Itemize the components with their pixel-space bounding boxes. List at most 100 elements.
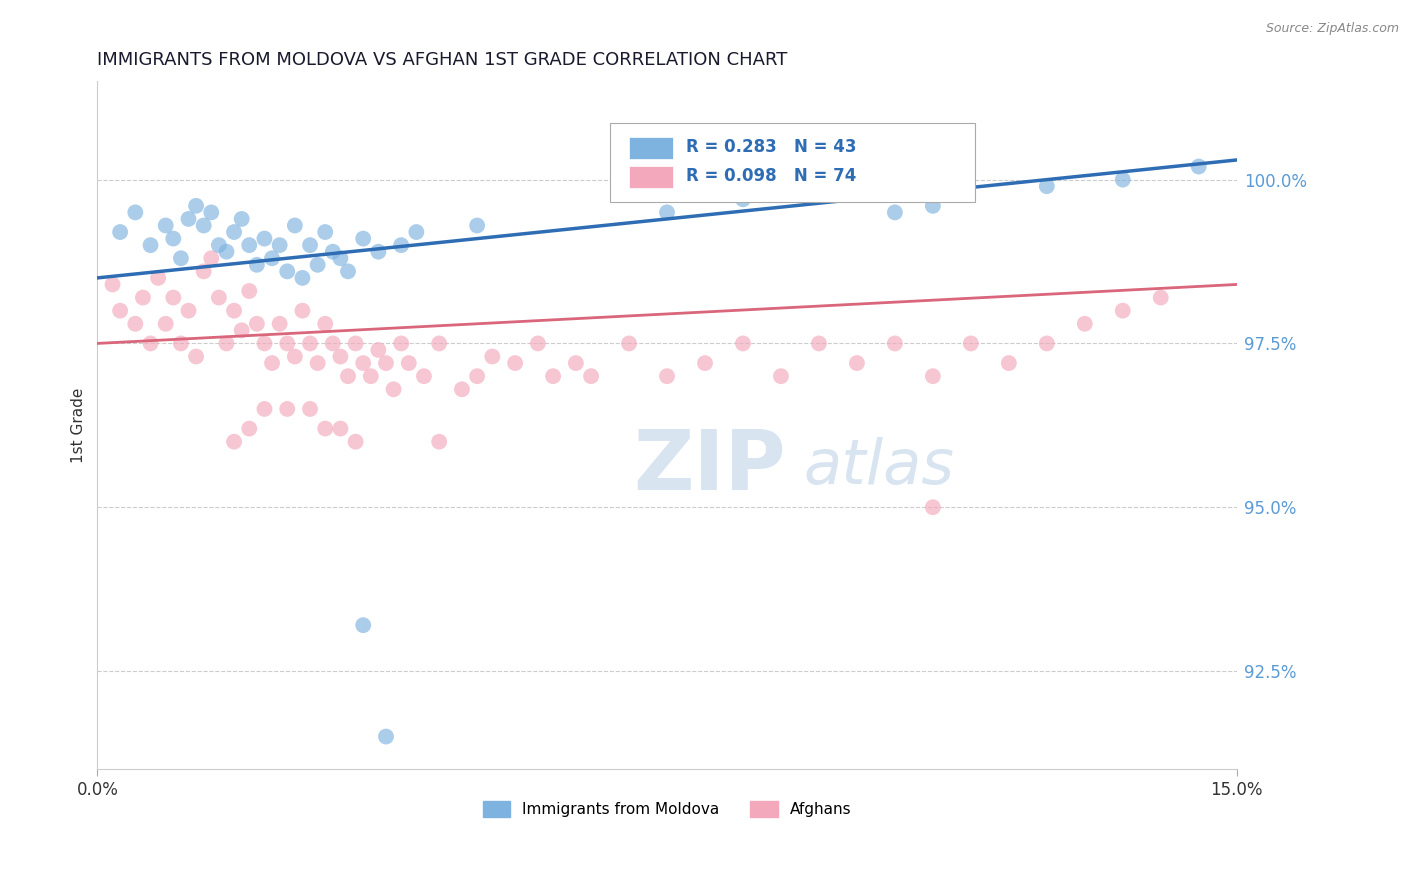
Point <box>367 343 389 357</box>
Point <box>375 356 398 370</box>
Point <box>731 336 754 351</box>
Point <box>427 434 450 449</box>
Point <box>337 369 360 384</box>
Point <box>1036 179 1059 194</box>
Legend: Immigrants from Moldova, Afghans: Immigrants from Moldova, Afghans <box>477 796 858 823</box>
Point <box>352 356 374 370</box>
Point <box>299 336 322 351</box>
Point <box>260 356 283 370</box>
Point <box>807 186 830 200</box>
Point <box>238 284 260 298</box>
Point <box>246 317 269 331</box>
Point <box>413 369 436 384</box>
Point <box>108 225 131 239</box>
Point <box>382 382 405 396</box>
Point <box>246 258 269 272</box>
Point <box>208 291 231 305</box>
Point <box>208 238 231 252</box>
Point <box>527 336 550 351</box>
Point <box>222 434 245 449</box>
Point <box>883 336 905 351</box>
Point <box>731 192 754 206</box>
Point <box>276 401 298 416</box>
Point <box>269 238 291 252</box>
Point <box>177 211 200 226</box>
Point <box>314 421 336 435</box>
Point <box>299 238 322 252</box>
Point <box>921 369 943 384</box>
FancyBboxPatch shape <box>610 122 974 202</box>
Point <box>329 350 352 364</box>
Text: ZIP: ZIP <box>633 426 786 508</box>
Point <box>238 421 260 435</box>
Point <box>253 231 276 245</box>
Point <box>222 303 245 318</box>
Point <box>222 225 245 239</box>
Point <box>291 271 314 285</box>
Point <box>389 336 412 351</box>
Point <box>284 219 307 233</box>
Point <box>1188 160 1211 174</box>
Point <box>329 252 352 266</box>
Point <box>215 336 238 351</box>
Point <box>1074 317 1097 331</box>
Point <box>352 618 374 632</box>
Point <box>184 199 207 213</box>
Y-axis label: 1st Grade: 1st Grade <box>72 388 86 463</box>
Text: IMMIGRANTS FROM MOLDOVA VS AFGHAN 1ST GRADE CORRELATION CHART: IMMIGRANTS FROM MOLDOVA VS AFGHAN 1ST GR… <box>97 51 787 69</box>
Point <box>193 264 215 278</box>
Point <box>655 369 678 384</box>
Point <box>405 225 427 239</box>
Point <box>108 303 131 318</box>
Point <box>481 350 503 364</box>
Point <box>769 369 792 384</box>
Point <box>427 336 450 351</box>
Point <box>541 369 564 384</box>
Point <box>329 421 352 435</box>
Point <box>260 252 283 266</box>
Point <box>238 238 260 252</box>
Text: atlas: atlas <box>804 436 955 497</box>
Point <box>124 317 146 331</box>
Point <box>1112 303 1135 318</box>
Point <box>231 211 253 226</box>
Point <box>314 317 336 331</box>
Text: R = 0.283   N = 43: R = 0.283 N = 43 <box>686 137 856 156</box>
Point <box>155 317 177 331</box>
Point <box>193 219 215 233</box>
Point <box>139 336 162 351</box>
Point <box>465 369 488 384</box>
Point <box>231 323 253 337</box>
Point <box>617 336 640 351</box>
Point <box>451 382 474 396</box>
Point <box>132 291 155 305</box>
Point <box>998 356 1021 370</box>
Point <box>465 219 488 233</box>
Point <box>337 264 360 278</box>
Point <box>291 303 314 318</box>
Point <box>375 730 398 744</box>
Point <box>1036 336 1059 351</box>
Point <box>565 356 588 370</box>
Point <box>921 199 943 213</box>
Point <box>1112 172 1135 186</box>
Point <box>367 244 389 259</box>
Point <box>200 205 222 219</box>
Point <box>177 303 200 318</box>
Point <box>162 231 184 245</box>
Point <box>960 336 983 351</box>
Point <box>101 277 124 292</box>
Point <box>579 369 602 384</box>
Point <box>322 244 344 259</box>
Bar <box>630 166 672 188</box>
Point <box>307 356 329 370</box>
Point <box>921 500 943 515</box>
Point <box>170 336 193 351</box>
Point <box>124 205 146 219</box>
Point <box>269 317 291 331</box>
Point <box>146 271 169 285</box>
Point <box>139 238 162 252</box>
Point <box>1150 291 1173 305</box>
Point <box>200 252 222 266</box>
Point <box>344 434 367 449</box>
